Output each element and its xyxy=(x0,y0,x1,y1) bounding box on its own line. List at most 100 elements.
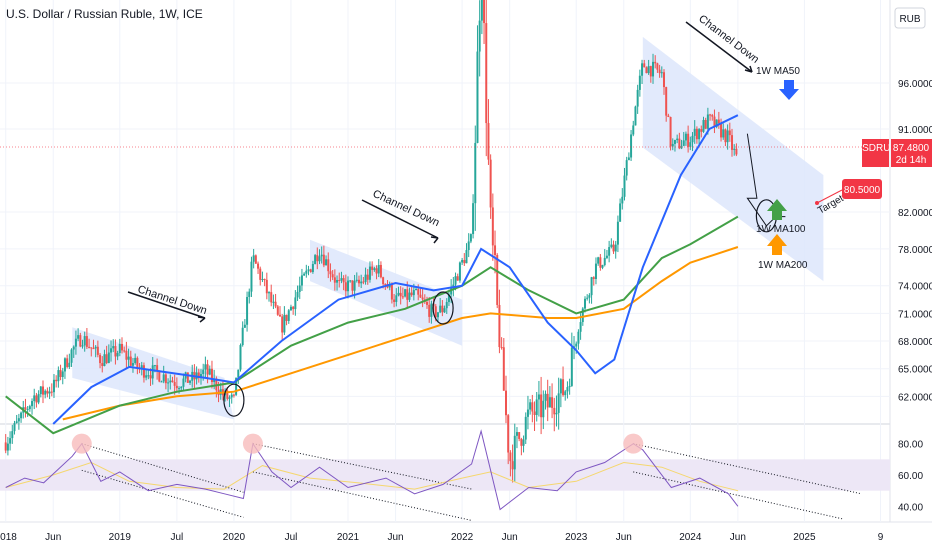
candle-body xyxy=(237,369,240,378)
candle-body xyxy=(278,314,281,317)
candle-body xyxy=(614,244,617,252)
candle-body xyxy=(597,257,600,264)
candle-body xyxy=(647,66,650,74)
symbol-tag-text: USDRUB xyxy=(855,143,898,154)
candle-body xyxy=(676,138,679,141)
candle-body xyxy=(507,415,510,453)
candle-body xyxy=(331,274,334,278)
candle-body xyxy=(526,409,529,417)
candle-body xyxy=(570,347,573,386)
candle-body xyxy=(164,374,167,384)
candle-body xyxy=(634,106,637,126)
candle-body xyxy=(388,284,391,288)
candle-body xyxy=(594,263,597,279)
candle-body xyxy=(318,256,321,262)
candle-body xyxy=(524,416,527,440)
candle-body xyxy=(454,276,457,285)
candle-body xyxy=(129,356,132,366)
candle-body xyxy=(66,358,69,368)
candle-body xyxy=(564,391,567,396)
candle-body xyxy=(285,314,288,321)
candle-body xyxy=(726,130,729,143)
candle-body xyxy=(199,374,202,379)
candle-body xyxy=(733,148,736,150)
ma100-label: 1W MA100 xyxy=(756,224,806,235)
candle-body xyxy=(698,129,701,140)
rsi-line xyxy=(5,429,739,511)
time-tick-label: 2025 xyxy=(793,532,816,543)
candle-body xyxy=(735,148,738,155)
candle-body xyxy=(397,292,400,296)
candle-body xyxy=(430,303,433,317)
candle-body xyxy=(592,277,595,279)
candle-body xyxy=(48,391,51,394)
candle-body xyxy=(162,374,165,382)
channel-3-arrowhead xyxy=(744,65,753,73)
candle-body xyxy=(329,271,332,275)
candle-body xyxy=(689,142,692,147)
candle-body xyxy=(401,296,404,298)
ma100-line xyxy=(5,215,739,435)
price-tag-value: 87.4800 xyxy=(893,143,930,154)
price-tick-label: 71.0000 xyxy=(898,309,932,320)
candle-body xyxy=(300,275,303,286)
candle-body xyxy=(588,295,591,298)
candle-body xyxy=(662,72,665,88)
candle-body xyxy=(641,63,644,76)
time-tick-label: Jul xyxy=(285,532,298,543)
candle-body xyxy=(515,432,518,436)
candle-body xyxy=(145,375,148,378)
candle-body xyxy=(46,390,49,394)
candle-body xyxy=(684,133,687,141)
rsi-peak-circles xyxy=(71,433,644,454)
candle-body xyxy=(292,306,295,310)
candle-body xyxy=(439,305,442,313)
rsi-channel-line xyxy=(252,443,472,490)
candle-body xyxy=(706,114,709,129)
channel-1-arrow xyxy=(127,291,206,319)
time-tick-label: 2023 xyxy=(565,532,588,543)
candle-body xyxy=(254,255,257,264)
candle-body xyxy=(575,343,578,347)
candle-body xyxy=(6,443,9,451)
candle-body xyxy=(404,289,407,297)
candle-body xyxy=(673,140,676,144)
candle-body xyxy=(116,352,119,357)
price-tick-label: 68.0000 xyxy=(898,337,932,348)
price-tick-label: 62.0000 xyxy=(898,392,932,403)
candle-body xyxy=(665,87,668,116)
candle-body xyxy=(347,280,350,292)
candle-body xyxy=(537,394,540,400)
time-tick-label: Jun xyxy=(616,532,632,543)
candle-body xyxy=(125,350,128,360)
candle-body xyxy=(59,370,62,377)
candle-body xyxy=(382,277,385,285)
rsi-channel-line xyxy=(252,471,472,521)
candle-body xyxy=(731,135,734,150)
candle-body xyxy=(419,294,422,298)
candle-body xyxy=(241,327,244,346)
candle-body xyxy=(700,129,703,132)
candle-body xyxy=(257,263,260,269)
candle-body xyxy=(357,279,360,284)
candle-body xyxy=(548,397,551,408)
candle-body xyxy=(55,379,58,382)
candle-body xyxy=(230,394,233,398)
candle-body xyxy=(393,299,396,302)
currency-button[interactable] xyxy=(894,7,926,29)
candle-body xyxy=(281,316,284,333)
candle-body xyxy=(395,295,398,302)
time-axis: 2018 Jun 2019 Jul 2020 Jul 2021 Jun 2022 Jun 2023 J… xyxy=(0,532,884,543)
candle-body xyxy=(160,381,163,383)
candle-body xyxy=(373,268,376,270)
candle-body xyxy=(368,266,371,280)
candle-body xyxy=(590,277,593,296)
candle-body xyxy=(26,409,29,411)
candle-body xyxy=(577,331,580,344)
candle-body xyxy=(621,196,624,204)
rsi-tick-label: 80.00 xyxy=(898,440,923,451)
candle-body xyxy=(500,347,503,349)
candle-body xyxy=(81,345,84,347)
